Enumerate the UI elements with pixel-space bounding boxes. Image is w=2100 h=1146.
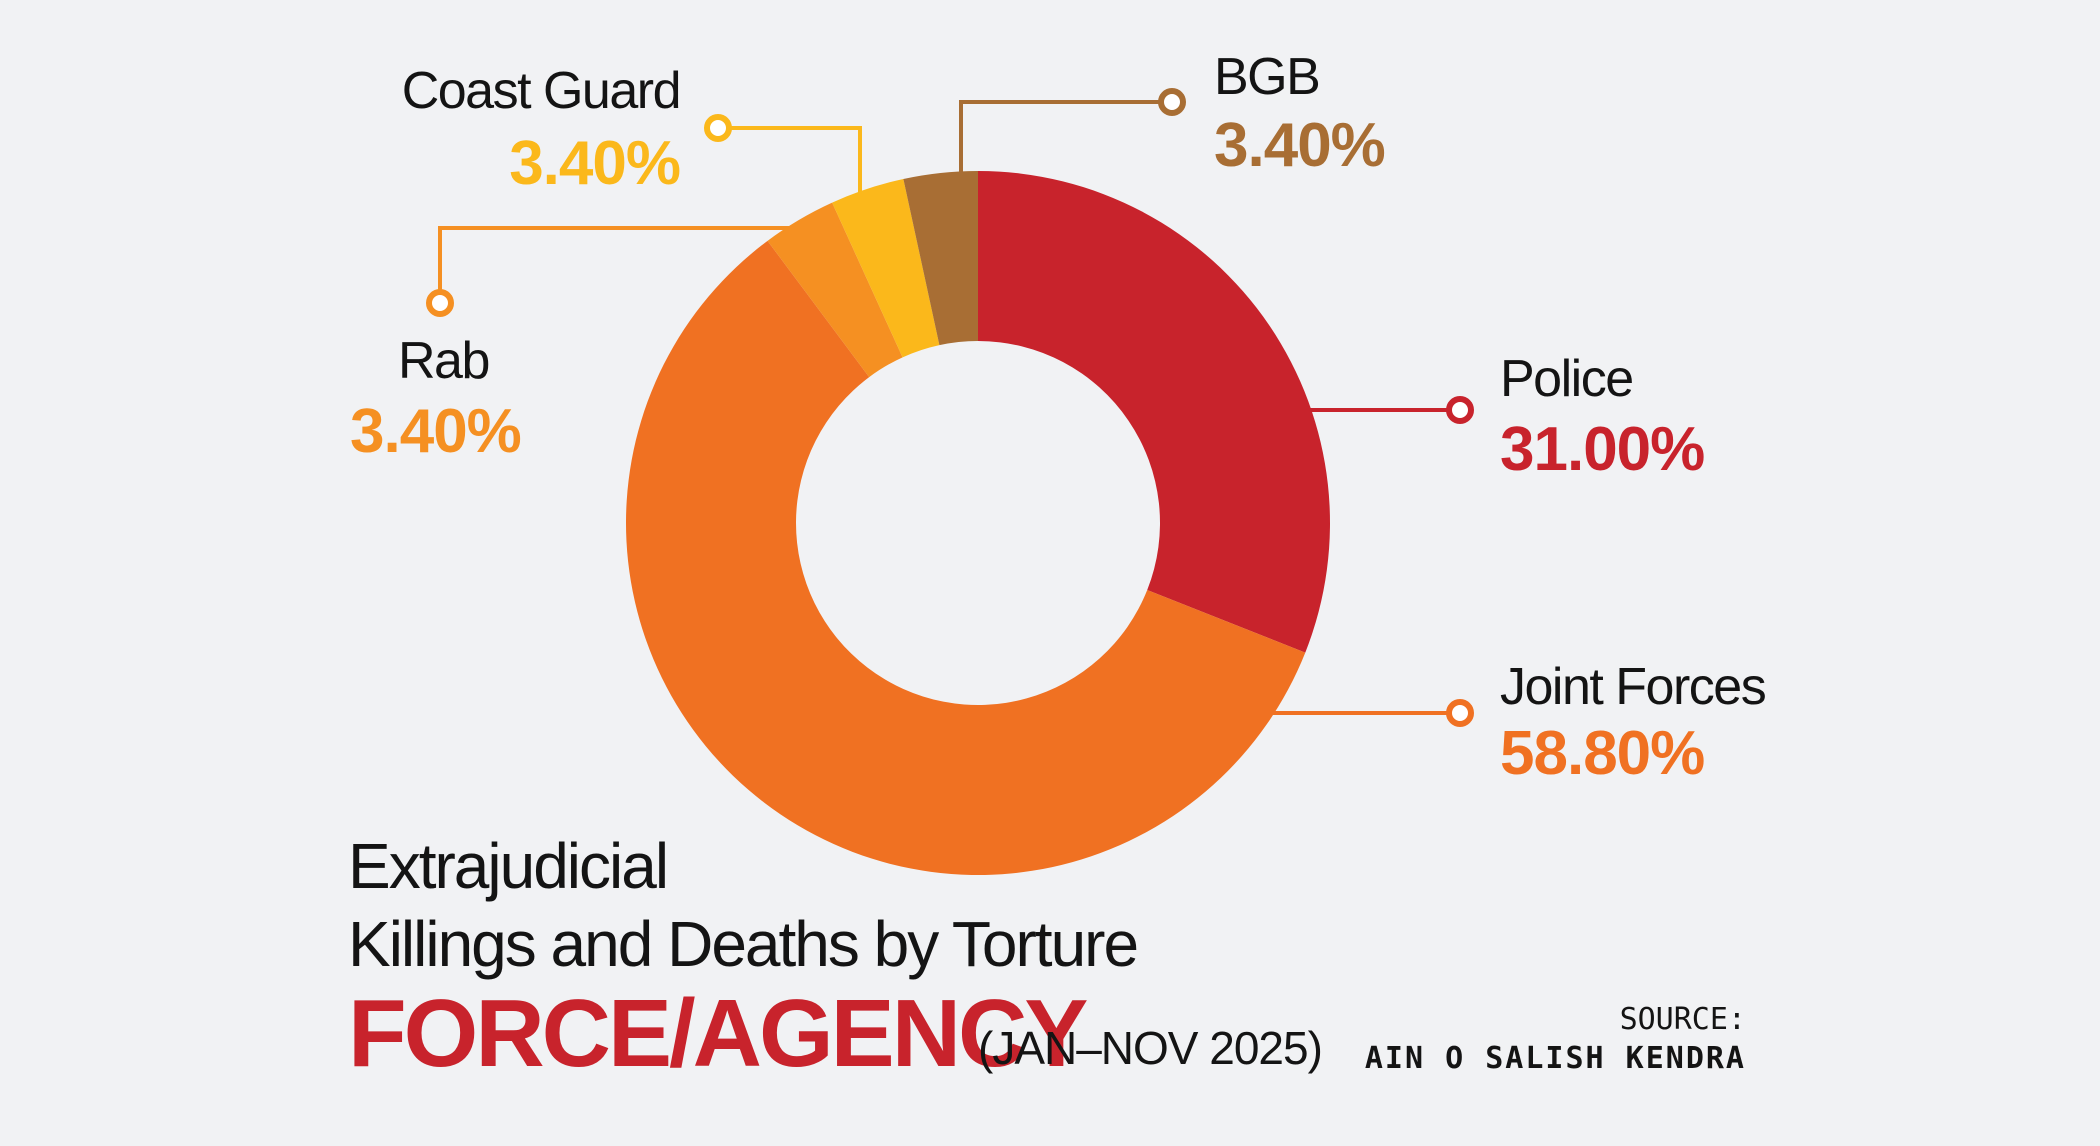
label-name-police: Police bbox=[1500, 350, 1633, 408]
chart-period: (JAN–NOV 2025) bbox=[978, 1022, 1322, 1074]
leader-line-coast-guard bbox=[718, 126, 862, 195]
leader-dot-bgb bbox=[1158, 88, 1186, 116]
label-name-joint-forces: Joint Forces bbox=[1500, 658, 1766, 716]
label-value-bgb: 3.40% bbox=[1214, 111, 1385, 180]
chart-title-line-1: Extrajudicial bbox=[348, 830, 667, 902]
label-value-coast-guard: 3.40% bbox=[509, 129, 680, 198]
slice-bgb bbox=[903, 171, 978, 346]
source-name: AIN O SALISH KENDRA bbox=[1365, 1041, 1746, 1076]
label-name-coast-guard: Coast Guard bbox=[402, 62, 680, 120]
chart-title-main: FORCE/AGENCY bbox=[348, 980, 1087, 1087]
label-value-rab: 3.40% bbox=[350, 397, 521, 466]
slice-coast-guard bbox=[832, 179, 940, 358]
leader-dot-rab bbox=[426, 289, 454, 317]
source-label: SOURCE: bbox=[1620, 1002, 1746, 1037]
slice-rab bbox=[767, 202, 903, 378]
label-value-joint-forces: 58.80% bbox=[1500, 719, 1704, 788]
slice-police bbox=[978, 171, 1331, 653]
donut-slices bbox=[626, 171, 1331, 875]
leader-line-bgb bbox=[959, 100, 1172, 174]
leader-dot-joint-forces bbox=[1446, 699, 1474, 727]
label-name-rab: Rab bbox=[398, 332, 489, 390]
leader-line-rab bbox=[438, 226, 790, 303]
slice-joint-forces bbox=[626, 240, 1306, 875]
label-name-bgb: BGB bbox=[1214, 48, 1319, 106]
leader-dot-coast-guard bbox=[704, 114, 732, 142]
chart-title-line-2: Killings and Deaths by Torture bbox=[348, 908, 1137, 980]
leader-lines bbox=[426, 88, 1474, 727]
label-value-police: 31.00% bbox=[1500, 415, 1704, 484]
leader-dot-police bbox=[1446, 396, 1474, 424]
